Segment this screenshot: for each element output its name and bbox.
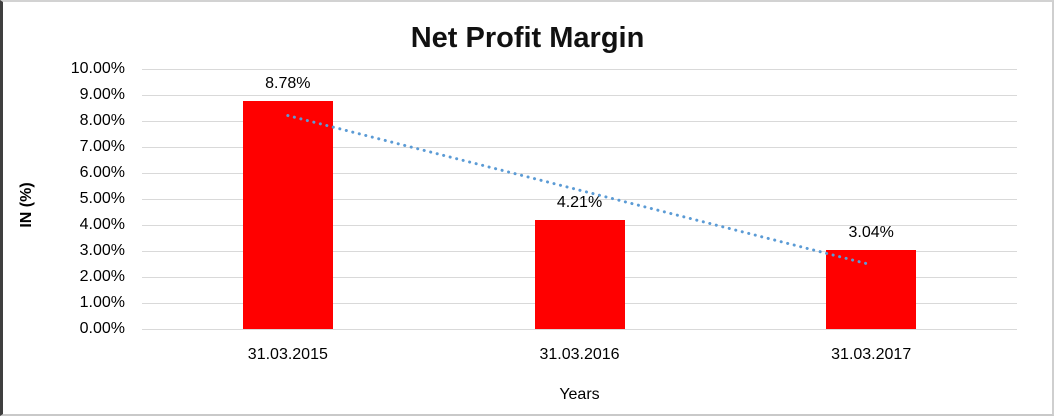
y-tick-label: 3.00%: [79, 242, 125, 259]
plot-area: 8.78% 4.21% 3.04%: [142, 69, 1017, 330]
bar-value-label: 8.78%: [265, 74, 311, 92]
gridline: [142, 329, 1017, 330]
x-axis-labels: 31.03.2015 31.03.2016 31.03.2017: [142, 346, 1017, 364]
y-tick-label: 8.00%: [79, 112, 125, 129]
gridline: [142, 199, 1017, 200]
y-tick-label: 10.00%: [70, 60, 125, 77]
gridline: [142, 173, 1017, 174]
gridline: [142, 121, 1017, 122]
bar-value-label: 4.21%: [556, 193, 603, 211]
gridline: [142, 147, 1017, 148]
x-tick-label: 31.03.2017: [831, 346, 912, 363]
y-tick-label: 9.00%: [79, 86, 125, 103]
y-tick-label: 7.00%: [79, 138, 125, 155]
x-tick-label: 31.03.2016: [539, 346, 620, 363]
y-tick-label: 6.00%: [79, 164, 125, 181]
bar-31.03.2015: [242, 100, 333, 329]
bar-31.03.2016: [534, 219, 625, 329]
y-tick-label: 0.00%: [79, 320, 125, 337]
gridline: [142, 69, 1017, 70]
x-tick-label: 31.03.2015: [247, 346, 328, 363]
y-tick-label: 2.00%: [79, 268, 125, 285]
trendline: [286, 114, 873, 267]
bar-value-label: 3.04%: [848, 223, 894, 241]
x-axis-title: Years: [559, 386, 600, 403]
gridline: [142, 95, 1017, 96]
chart-title: Net Profit Margin: [410, 22, 645, 54]
y-tick-label: 5.00%: [79, 190, 125, 207]
trendline-path: [286, 114, 873, 267]
y-axis-tick-labels: 0.00% 1.00% 2.00% 3.00% 4.00% 5.00% 6.00% 7.00%…: [3, 60, 131, 337]
y-tick-label: 4.00%: [79, 216, 125, 233]
y-tick-label: 1.00%: [79, 294, 125, 311]
bar-31.03.2017: [826, 249, 917, 329]
